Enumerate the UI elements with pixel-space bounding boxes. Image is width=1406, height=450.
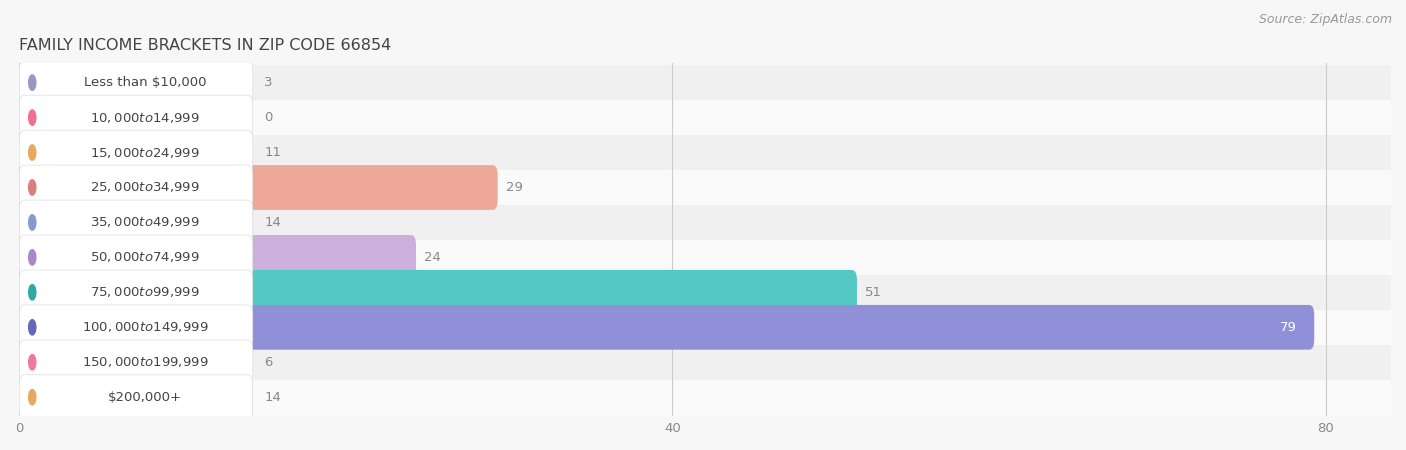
FancyBboxPatch shape [14, 340, 122, 385]
Circle shape [28, 355, 35, 370]
FancyBboxPatch shape [14, 235, 416, 280]
FancyBboxPatch shape [20, 200, 253, 245]
Circle shape [28, 110, 35, 125]
FancyBboxPatch shape [20, 95, 253, 140]
FancyBboxPatch shape [14, 165, 498, 210]
Text: $50,000 to $74,999: $50,000 to $74,999 [90, 250, 200, 265]
FancyBboxPatch shape [20, 170, 1391, 205]
FancyBboxPatch shape [20, 340, 253, 385]
FancyBboxPatch shape [20, 205, 1391, 240]
FancyBboxPatch shape [20, 130, 253, 175]
FancyBboxPatch shape [20, 375, 253, 419]
Text: FAMILY INCOME BRACKETS IN ZIP CODE 66854: FAMILY INCOME BRACKETS IN ZIP CODE 66854 [20, 37, 391, 53]
Text: 51: 51 [865, 286, 882, 299]
Text: $15,000 to $24,999: $15,000 to $24,999 [90, 145, 200, 160]
FancyBboxPatch shape [20, 240, 1391, 275]
Text: Less than $10,000: Less than $10,000 [84, 76, 207, 89]
Text: 29: 29 [506, 181, 523, 194]
FancyBboxPatch shape [14, 130, 204, 175]
FancyBboxPatch shape [20, 235, 253, 280]
FancyBboxPatch shape [20, 305, 253, 350]
Text: 14: 14 [264, 391, 281, 404]
FancyBboxPatch shape [20, 275, 1391, 310]
Text: 3: 3 [264, 76, 273, 89]
Circle shape [28, 390, 35, 405]
Text: $10,000 to $14,999: $10,000 to $14,999 [90, 111, 200, 125]
Text: 14: 14 [264, 216, 281, 229]
FancyBboxPatch shape [14, 95, 32, 140]
Circle shape [28, 145, 35, 160]
FancyBboxPatch shape [20, 165, 253, 210]
Circle shape [28, 180, 35, 195]
Text: 0: 0 [264, 111, 273, 124]
Text: $75,000 to $99,999: $75,000 to $99,999 [90, 285, 200, 299]
FancyBboxPatch shape [20, 310, 1391, 345]
Text: 24: 24 [425, 251, 441, 264]
Text: $200,000+: $200,000+ [108, 391, 181, 404]
Text: 79: 79 [1279, 321, 1296, 334]
FancyBboxPatch shape [20, 60, 253, 105]
Circle shape [28, 285, 35, 300]
Circle shape [28, 75, 35, 90]
FancyBboxPatch shape [20, 380, 1391, 415]
FancyBboxPatch shape [14, 270, 858, 315]
Text: $25,000 to $34,999: $25,000 to $34,999 [90, 180, 200, 194]
Circle shape [28, 215, 35, 230]
FancyBboxPatch shape [20, 345, 1391, 380]
FancyBboxPatch shape [14, 375, 253, 419]
FancyBboxPatch shape [20, 270, 253, 315]
Text: Source: ZipAtlas.com: Source: ZipAtlas.com [1258, 14, 1392, 27]
Text: $35,000 to $49,999: $35,000 to $49,999 [90, 216, 200, 230]
Text: 6: 6 [264, 356, 273, 369]
Text: $100,000 to $149,999: $100,000 to $149,999 [82, 320, 208, 334]
FancyBboxPatch shape [20, 65, 1391, 100]
FancyBboxPatch shape [20, 135, 1391, 170]
Circle shape [28, 320, 35, 335]
Text: 11: 11 [264, 146, 281, 159]
Text: $150,000 to $199,999: $150,000 to $199,999 [82, 355, 208, 369]
FancyBboxPatch shape [14, 60, 73, 105]
FancyBboxPatch shape [20, 100, 1391, 135]
FancyBboxPatch shape [14, 200, 253, 245]
FancyBboxPatch shape [14, 305, 1315, 350]
Circle shape [28, 250, 35, 265]
